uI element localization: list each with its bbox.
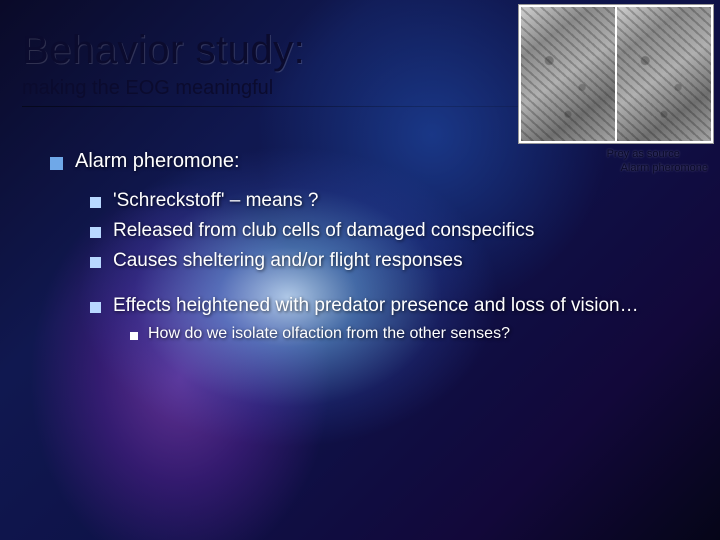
sub-list-item: How do we isolate olfaction from the oth… [130, 324, 690, 344]
corner-image [518, 4, 714, 144]
list-item: Effects heightened with predator presenc… [90, 294, 690, 318]
image-panel-left [521, 7, 615, 141]
bullet-icon [130, 332, 138, 340]
list-item: Released from club cells of damaged cons… [90, 219, 690, 243]
heading-text: Alarm pheromone: [75, 149, 690, 175]
bullet-icon [90, 257, 101, 268]
sub-list-item-text: How do we isolate olfaction from the oth… [148, 324, 690, 344]
bullet-icon [90, 197, 101, 208]
image-caption: Prey as source Alarm pheromone [607, 148, 708, 176]
bullet-icon [50, 157, 63, 170]
bullet-icon [90, 302, 101, 313]
list-item-text: Effects heightened with predator presenc… [113, 294, 690, 318]
list-item-text: Released from club cells of damaged cons… [113, 219, 690, 243]
heading-row: Alarm pheromone: [50, 149, 690, 175]
list-item: Causes sheltering and/or flight response… [90, 249, 690, 273]
bullet-icon [90, 227, 101, 238]
list-item: 'Schreckstoff' – means ? [90, 189, 690, 213]
caption-line-2: Alarm pheromone [607, 162, 708, 176]
image-panel-right [617, 7, 711, 141]
list-item-text: 'Schreckstoff' – means ? [113, 189, 690, 213]
caption-line-1: Prey as source [607, 148, 708, 162]
list-item-text: Causes sheltering and/or flight response… [113, 249, 690, 273]
